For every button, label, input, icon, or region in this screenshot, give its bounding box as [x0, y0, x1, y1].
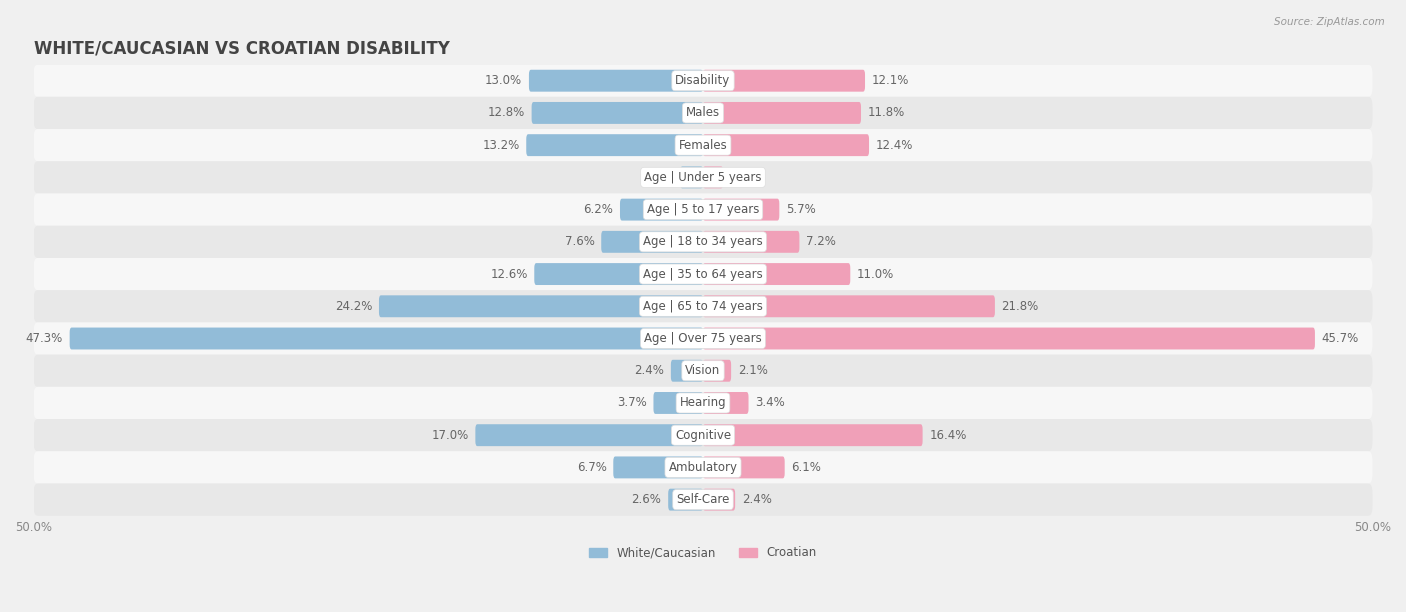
- Text: Age | 5 to 17 years: Age | 5 to 17 years: [647, 203, 759, 216]
- Text: Hearing: Hearing: [679, 397, 727, 409]
- Text: 2.6%: 2.6%: [631, 493, 661, 506]
- FancyBboxPatch shape: [34, 97, 1372, 129]
- Text: 5.7%: 5.7%: [786, 203, 815, 216]
- FancyBboxPatch shape: [34, 258, 1372, 290]
- FancyBboxPatch shape: [671, 360, 703, 382]
- Text: 12.8%: 12.8%: [488, 106, 524, 119]
- Text: 3.4%: 3.4%: [755, 397, 785, 409]
- FancyBboxPatch shape: [534, 263, 703, 285]
- Text: 47.3%: 47.3%: [25, 332, 63, 345]
- Text: Age | 18 to 34 years: Age | 18 to 34 years: [643, 236, 763, 248]
- Legend: White/Caucasian, Croatian: White/Caucasian, Croatian: [585, 542, 821, 564]
- Text: Age | 65 to 74 years: Age | 65 to 74 years: [643, 300, 763, 313]
- Text: 1.5%: 1.5%: [730, 171, 759, 184]
- FancyBboxPatch shape: [531, 102, 703, 124]
- FancyBboxPatch shape: [34, 226, 1372, 258]
- Text: 45.7%: 45.7%: [1322, 332, 1358, 345]
- FancyBboxPatch shape: [703, 296, 995, 317]
- Text: 12.6%: 12.6%: [491, 267, 527, 280]
- FancyBboxPatch shape: [654, 392, 703, 414]
- FancyBboxPatch shape: [34, 387, 1372, 419]
- FancyBboxPatch shape: [668, 489, 703, 510]
- Text: Cognitive: Cognitive: [675, 428, 731, 442]
- Text: 13.2%: 13.2%: [482, 139, 520, 152]
- FancyBboxPatch shape: [475, 424, 703, 446]
- FancyBboxPatch shape: [703, 392, 748, 414]
- Text: Vision: Vision: [685, 364, 721, 377]
- Text: Females: Females: [679, 139, 727, 152]
- FancyBboxPatch shape: [34, 451, 1372, 483]
- FancyBboxPatch shape: [620, 199, 703, 220]
- Text: 12.4%: 12.4%: [876, 139, 912, 152]
- FancyBboxPatch shape: [703, 424, 922, 446]
- Text: WHITE/CAUCASIAN VS CROATIAN DISABILITY: WHITE/CAUCASIAN VS CROATIAN DISABILITY: [34, 40, 450, 58]
- FancyBboxPatch shape: [34, 129, 1372, 162]
- FancyBboxPatch shape: [703, 360, 731, 382]
- Text: 13.0%: 13.0%: [485, 74, 522, 87]
- Text: 6.2%: 6.2%: [583, 203, 613, 216]
- FancyBboxPatch shape: [526, 134, 703, 156]
- Text: 2.1%: 2.1%: [738, 364, 768, 377]
- FancyBboxPatch shape: [34, 162, 1372, 193]
- Text: 12.1%: 12.1%: [872, 74, 910, 87]
- Text: 21.8%: 21.8%: [1001, 300, 1039, 313]
- Text: 17.0%: 17.0%: [432, 428, 468, 442]
- Text: 6.7%: 6.7%: [576, 461, 606, 474]
- Text: 16.4%: 16.4%: [929, 428, 967, 442]
- FancyBboxPatch shape: [703, 199, 779, 220]
- Text: 11.0%: 11.0%: [858, 267, 894, 280]
- FancyBboxPatch shape: [34, 290, 1372, 323]
- FancyBboxPatch shape: [34, 354, 1372, 387]
- FancyBboxPatch shape: [681, 166, 703, 188]
- Text: 6.1%: 6.1%: [792, 461, 821, 474]
- FancyBboxPatch shape: [703, 457, 785, 479]
- FancyBboxPatch shape: [34, 323, 1372, 354]
- Text: Self-Care: Self-Care: [676, 493, 730, 506]
- FancyBboxPatch shape: [529, 70, 703, 92]
- FancyBboxPatch shape: [703, 263, 851, 285]
- FancyBboxPatch shape: [703, 134, 869, 156]
- FancyBboxPatch shape: [703, 166, 723, 188]
- FancyBboxPatch shape: [703, 489, 735, 510]
- Text: Age | 35 to 64 years: Age | 35 to 64 years: [643, 267, 763, 280]
- Text: 24.2%: 24.2%: [335, 300, 373, 313]
- Text: 1.7%: 1.7%: [644, 171, 673, 184]
- Text: Age | Over 75 years: Age | Over 75 years: [644, 332, 762, 345]
- FancyBboxPatch shape: [602, 231, 703, 253]
- FancyBboxPatch shape: [703, 70, 865, 92]
- Text: 3.7%: 3.7%: [617, 397, 647, 409]
- Text: 2.4%: 2.4%: [634, 364, 664, 377]
- FancyBboxPatch shape: [34, 419, 1372, 451]
- Text: 2.4%: 2.4%: [742, 493, 772, 506]
- Text: 7.2%: 7.2%: [806, 236, 837, 248]
- FancyBboxPatch shape: [34, 483, 1372, 516]
- Text: 7.6%: 7.6%: [565, 236, 595, 248]
- Text: Ambulatory: Ambulatory: [668, 461, 738, 474]
- FancyBboxPatch shape: [703, 327, 1315, 349]
- Text: Age | Under 5 years: Age | Under 5 years: [644, 171, 762, 184]
- FancyBboxPatch shape: [703, 102, 860, 124]
- FancyBboxPatch shape: [380, 296, 703, 317]
- Text: 11.8%: 11.8%: [868, 106, 905, 119]
- FancyBboxPatch shape: [613, 457, 703, 479]
- FancyBboxPatch shape: [34, 193, 1372, 226]
- FancyBboxPatch shape: [34, 65, 1372, 97]
- Text: Disability: Disability: [675, 74, 731, 87]
- Text: Males: Males: [686, 106, 720, 119]
- FancyBboxPatch shape: [703, 231, 800, 253]
- FancyBboxPatch shape: [70, 327, 703, 349]
- Text: Source: ZipAtlas.com: Source: ZipAtlas.com: [1274, 17, 1385, 27]
